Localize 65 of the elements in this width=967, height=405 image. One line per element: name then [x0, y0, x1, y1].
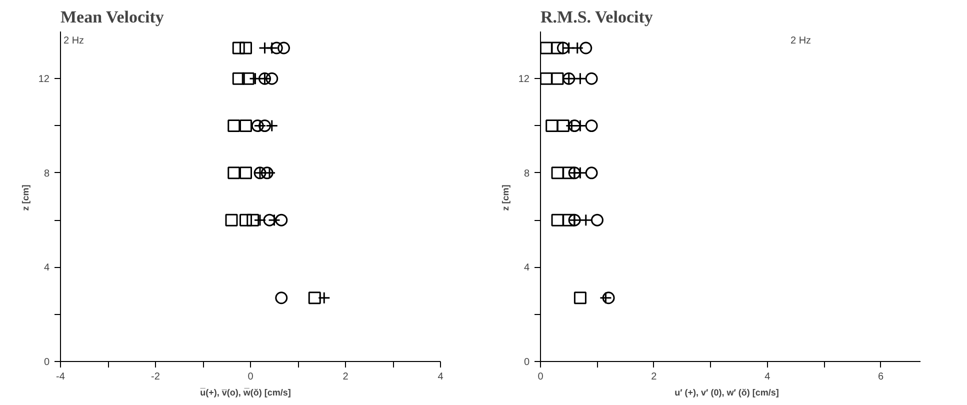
x-tick-label: 2	[342, 372, 349, 382]
point	[240, 42, 252, 54]
point	[246, 214, 260, 226]
point	[263, 214, 276, 226]
y-axis-title: z [cm]	[20, 184, 30, 211]
point	[278, 42, 290, 54]
point	[266, 72, 278, 85]
point	[251, 120, 264, 132]
x-tick-label: -4	[56, 372, 66, 382]
annotation: 2 Hz	[64, 35, 84, 46]
point	[551, 42, 564, 54]
point	[242, 72, 254, 85]
point	[228, 166, 240, 180]
point	[275, 214, 288, 226]
point	[585, 166, 598, 180]
y-tick-label: 4	[524, 262, 530, 274]
y-tick-label: 0	[524, 357, 530, 368]
y-tick-label: 4	[44, 262, 50, 274]
y-axis-title: z [cm]	[500, 184, 510, 211]
point	[602, 292, 615, 304]
point	[225, 214, 238, 226]
point	[540, 42, 552, 54]
point	[240, 214, 252, 226]
point	[568, 120, 581, 132]
annotation: 2 Hz	[790, 35, 812, 46]
x-axis-title: u′ (+), v′ (0), w′ (ŏ) [cm/s]	[674, 388, 779, 398]
point	[580, 42, 592, 54]
x-axis-title: u̅(+), v̅(o), w̅(ŏ) [cm/s]	[200, 388, 291, 398]
point	[590, 214, 604, 226]
point	[260, 166, 274, 180]
point	[551, 166, 564, 180]
y-tick-label: 8	[524, 168, 530, 180]
y-tick-label: 8	[44, 168, 50, 180]
point	[240, 166, 252, 180]
y-tick-label: 12	[38, 74, 50, 86]
point	[258, 120, 271, 132]
point	[556, 42, 570, 54]
point	[562, 214, 576, 226]
point	[275, 292, 288, 304]
x-tick-label: 2	[651, 372, 658, 382]
point	[546, 120, 558, 132]
chart-title: Mean Velocity	[60, 8, 164, 26]
point	[585, 72, 598, 85]
x-tick-label: 4	[764, 372, 771, 382]
point	[562, 166, 576, 180]
x-tick-label: 0	[538, 372, 544, 382]
point	[232, 42, 245, 54]
point	[551, 214, 564, 226]
x-tick-label: 4	[438, 372, 444, 382]
x-tick-label: 0	[248, 372, 254, 382]
x-tick-label: 6	[878, 372, 884, 382]
y-tick-label: 0	[44, 357, 50, 368]
point	[240, 120, 252, 132]
point	[270, 42, 283, 54]
x-tick-label: -2	[151, 372, 160, 382]
point	[228, 120, 240, 132]
point	[308, 292, 321, 304]
point	[556, 120, 570, 132]
point	[574, 292, 586, 304]
point	[540, 72, 552, 85]
chart-title: R.M.S. Velocity	[540, 8, 654, 26]
point	[585, 120, 598, 132]
point	[232, 72, 245, 85]
y-tick-label: 12	[518, 74, 530, 86]
point	[551, 72, 564, 85]
